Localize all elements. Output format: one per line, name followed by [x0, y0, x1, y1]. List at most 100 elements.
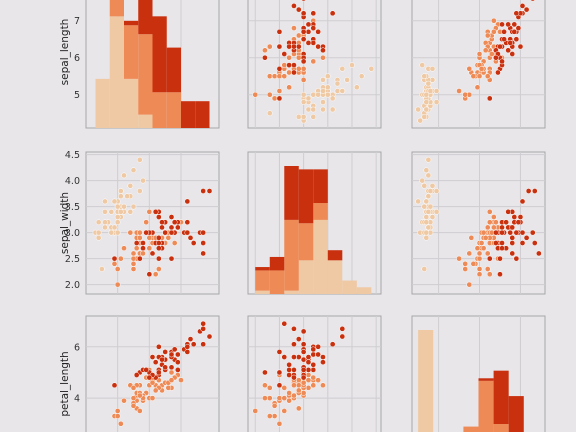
scatter-point — [136, 408, 143, 414]
scatter-point — [98, 266, 105, 272]
histogram-bar — [95, 78, 110, 128]
scatter-point — [466, 250, 473, 257]
scatter-point — [300, 36, 307, 43]
scatter-point — [493, 229, 499, 236]
scatter-point — [114, 266, 121, 272]
scatter-point — [200, 320, 207, 327]
scatter-point — [95, 234, 102, 241]
scatter-point — [291, 367, 297, 373]
histogram-bar — [493, 370, 509, 425]
y-tick-label: 6 — [74, 342, 80, 353]
scatter-point — [519, 198, 526, 205]
scatter-point — [507, 229, 514, 236]
scatter-point — [190, 341, 197, 348]
scatter-point — [108, 229, 115, 236]
scatter-point — [324, 91, 331, 98]
scatter-point — [130, 203, 137, 210]
scatter-point — [484, 250, 491, 257]
scatter-point — [152, 208, 159, 215]
scatter-point — [286, 62, 292, 68]
scatter-point — [300, 114, 307, 120]
scatter-point — [320, 47, 326, 54]
histogram-bar — [313, 203, 328, 220]
histogram-bar — [124, 78, 139, 128]
scatter-point — [286, 397, 292, 404]
scatter-point — [152, 359, 159, 366]
scatter-point — [121, 172, 127, 179]
scatter-point — [466, 281, 473, 288]
scatter-point — [511, 21, 518, 28]
scatter-point — [427, 88, 434, 94]
scatter-point — [143, 229, 150, 236]
scatter-point — [300, 328, 307, 335]
scatter-point — [200, 240, 207, 246]
scatter-point — [339, 333, 346, 340]
scatter-point — [310, 367, 317, 373]
cell-sepal_length-vs-sepal_width — [247, 0, 382, 129]
scatter-point — [419, 177, 426, 184]
y-tick-label: 4 — [74, 394, 80, 405]
histogram-bar — [124, 20, 139, 26]
histogram-bar — [327, 250, 343, 261]
scatter-point — [130, 167, 137, 174]
scatter-point — [130, 402, 137, 409]
scatter-point — [127, 182, 134, 189]
scatter-point — [168, 255, 175, 262]
scatter-point — [320, 77, 326, 83]
scatter-point — [295, 6, 302, 13]
scatter-point — [114, 229, 121, 236]
scatter-point — [281, 320, 288, 327]
scatter-point — [486, 208, 493, 215]
scatter-point — [423, 91, 430, 98]
histogram-bar — [342, 280, 357, 294]
scatter-point — [200, 341, 207, 348]
scatter-point — [262, 382, 268, 389]
scatter-point — [117, 420, 124, 427]
scatter-point — [117, 208, 124, 215]
scatter-point — [476, 73, 483, 80]
scatter-point — [499, 229, 505, 236]
scatter-point — [310, 361, 317, 368]
scatter-point — [515, 25, 522, 31]
scatter-point — [114, 219, 121, 226]
scatter-point — [102, 219, 108, 226]
scatter-point — [423, 234, 430, 241]
scatter-point — [171, 219, 178, 226]
cell-sepal_length-vs-sepal_length — [85, 0, 220, 129]
scatter-point — [130, 255, 137, 262]
scatter-point — [329, 341, 336, 348]
scatter-point — [488, 51, 495, 57]
scatter-point — [111, 255, 118, 262]
scatter-point — [482, 47, 489, 54]
scatter-point — [174, 351, 181, 358]
scatter-point — [200, 250, 207, 257]
scatter-point — [291, 382, 297, 389]
scatter-point — [531, 240, 538, 246]
scatter-point — [155, 255, 162, 262]
histogram-bar — [269, 270, 285, 294]
scatter-point — [305, 21, 312, 28]
scatter-point — [425, 224, 432, 231]
scatter-point — [486, 255, 493, 262]
scatter-point — [478, 65, 485, 72]
scatter-point — [300, 374, 307, 381]
scatter-point — [315, 43, 321, 50]
scatter-point — [513, 10, 520, 17]
cell-petal_length-vs-sepal_length — [85, 315, 220, 432]
scatter-point — [300, 390, 307, 396]
plot-area — [247, 315, 382, 432]
scatter-point — [286, 84, 292, 91]
scatter-point — [300, 349, 307, 355]
scatter-point — [427, 188, 434, 194]
scatter-point — [140, 240, 146, 246]
scatter-point — [266, 413, 273, 419]
scatter-point — [421, 182, 428, 189]
scatter-point — [310, 382, 317, 389]
scatter-point — [320, 88, 326, 94]
scatter-point — [509, 234, 516, 241]
scatter-point — [152, 271, 159, 278]
scatter-point — [276, 43, 283, 50]
scatter-point — [155, 369, 162, 376]
scatter-point — [291, 374, 297, 381]
scatter-point — [427, 203, 434, 210]
